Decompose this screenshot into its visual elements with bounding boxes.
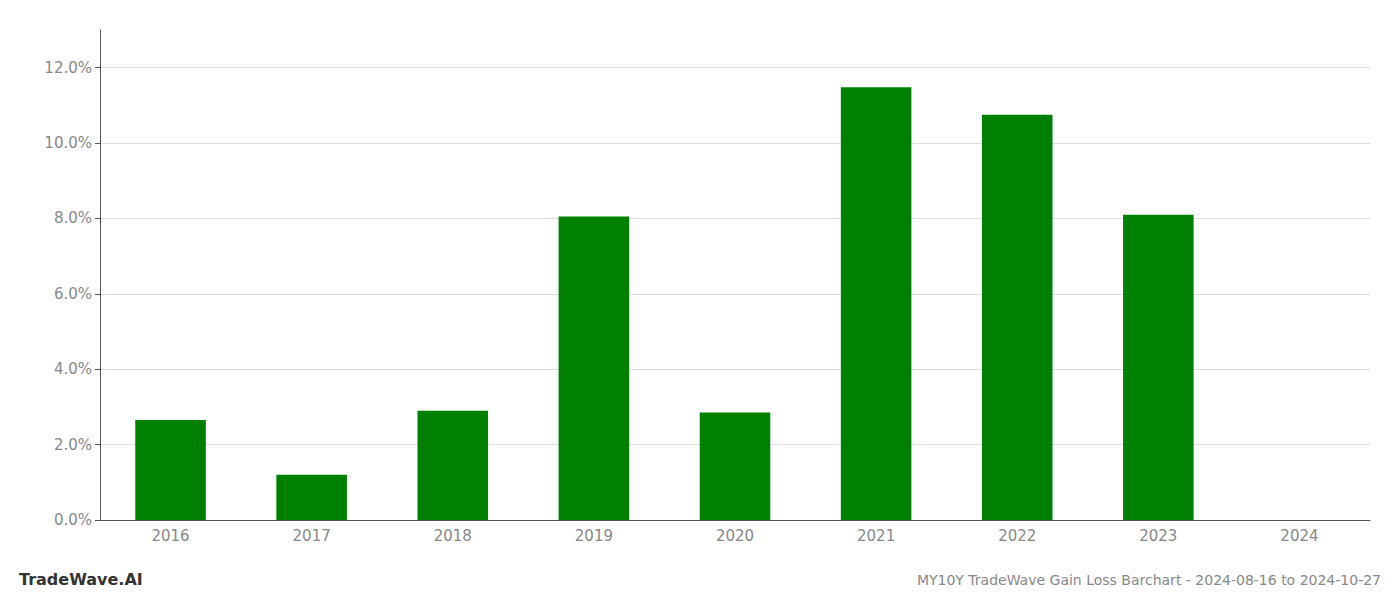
- svg-text:6.0%: 6.0%: [54, 285, 92, 303]
- svg-text:2021: 2021: [857, 527, 895, 545]
- svg-text:2017: 2017: [293, 527, 331, 545]
- svg-text:MY10Y TradeWave Gain Loss Barc: MY10Y TradeWave Gain Loss Barchart - 202…: [917, 572, 1381, 588]
- svg-text:2019: 2019: [575, 527, 613, 545]
- svg-text:2018: 2018: [434, 527, 472, 545]
- svg-text:8.0%: 8.0%: [54, 209, 92, 227]
- svg-text:2023: 2023: [1139, 527, 1177, 545]
- svg-text:2016: 2016: [151, 527, 189, 545]
- svg-text:2.0%: 2.0%: [54, 436, 92, 454]
- svg-text:0.0%: 0.0%: [54, 511, 92, 529]
- svg-text:12.0%: 12.0%: [44, 59, 92, 77]
- svg-text:TradeWave.AI: TradeWave.AI: [19, 570, 143, 589]
- svg-text:2022: 2022: [998, 527, 1036, 545]
- svg-text:10.0%: 10.0%: [44, 134, 92, 152]
- svg-text:2020: 2020: [716, 527, 754, 545]
- svg-text:4.0%: 4.0%: [54, 360, 92, 378]
- svg-text:2024: 2024: [1280, 527, 1318, 545]
